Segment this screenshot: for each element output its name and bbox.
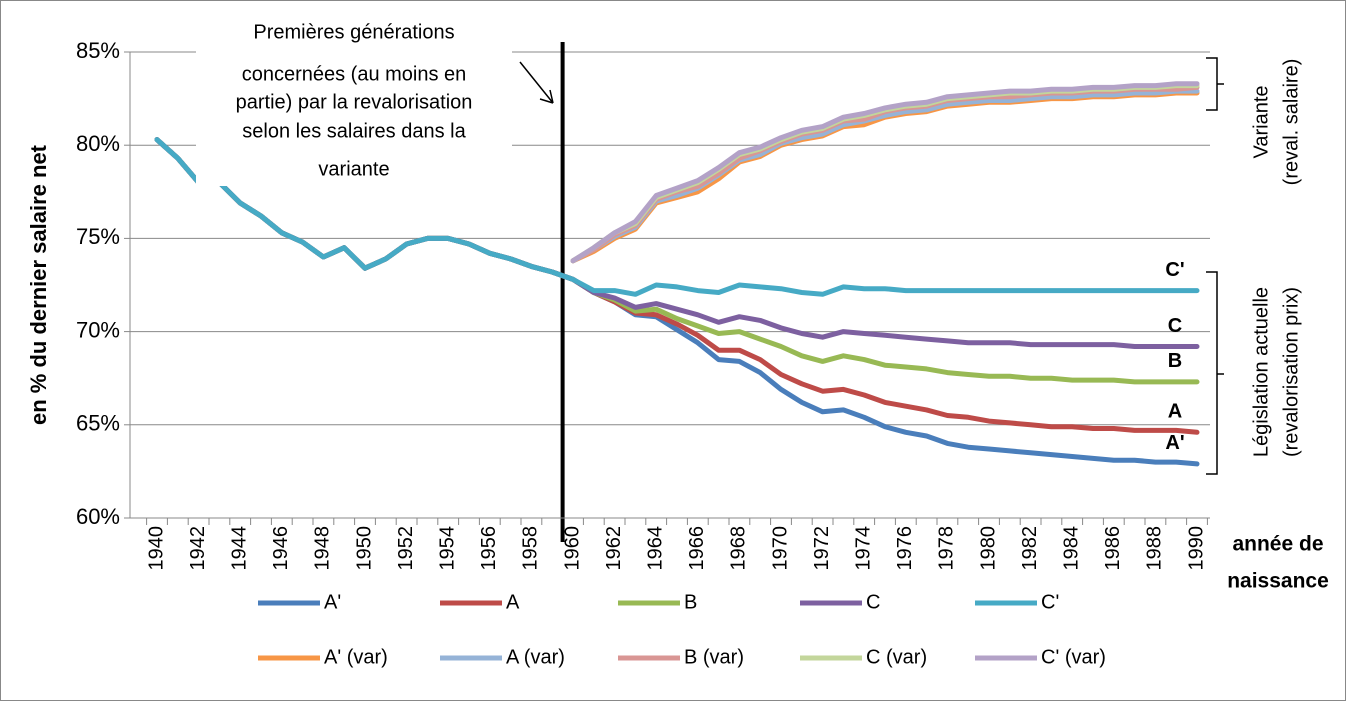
series-line — [154, 137, 1200, 297]
end-label: C' — [1165, 259, 1184, 281]
x-tick-label: 1960 — [561, 526, 583, 571]
bracket-label: Législation actuelle — [1250, 287, 1272, 457]
y-tick-label: 70% — [76, 317, 120, 342]
y-tick-label: 85% — [76, 38, 120, 63]
x-tick-label: 1962 — [603, 526, 625, 571]
x-axis-label: année de — [1232, 533, 1323, 556]
x-tick-label: 1990 — [1185, 526, 1207, 571]
bracket-label: (revalorisation prix) — [1280, 287, 1302, 457]
x-tick-label: 1980 — [977, 526, 999, 571]
bracket-label: (reval. salaire) — [1280, 59, 1302, 186]
series-line — [570, 81, 1200, 264]
legend-label: C' — [1041, 591, 1059, 613]
x-tick-label: 1986 — [1102, 526, 1124, 571]
x-tick-label: 1984 — [1060, 526, 1082, 571]
annotation-text: Premières générations — [253, 21, 454, 43]
x-tick-label: 1964 — [644, 526, 666, 571]
legend-label: A' — [324, 591, 341, 613]
annotation-arrow — [519, 61, 554, 104]
x-tick-label: 1942 — [187, 526, 209, 571]
x-tick-label: 1946 — [270, 526, 292, 571]
x-tick-label: 1948 — [312, 526, 334, 571]
y-tick-label: 60% — [76, 504, 120, 529]
x-tick-label: 1972 — [811, 526, 833, 571]
end-label: A — [1168, 401, 1182, 423]
legend-label: C (var) — [866, 646, 927, 668]
end-label: C — [1168, 315, 1182, 337]
x-tick-label: 1982 — [1019, 526, 1041, 571]
x-tick-label: 1970 — [769, 526, 791, 571]
annotation-text: partie) par la revalorisation — [236, 91, 473, 113]
x-tick-label: 1968 — [728, 526, 750, 571]
y-tick-label: 80% — [76, 131, 120, 156]
x-tick-label: 1958 — [520, 526, 542, 571]
legend-label: C' (var) — [1041, 646, 1106, 668]
y-axis-label: en % du dernier salaire net — [26, 144, 51, 425]
annotation-box — [196, 14, 512, 186]
end-label: A' — [1165, 432, 1184, 454]
x-tick-label: 1950 — [353, 526, 375, 571]
annotation-text: variante — [318, 158, 389, 180]
legend-label: C — [866, 591, 880, 613]
legend-label: B (var) — [684, 646, 744, 668]
x-tick-label: 1956 — [478, 526, 500, 571]
legend-label: A' (var) — [324, 646, 388, 668]
end-label: B — [1168, 350, 1182, 372]
bracket-label: Variante — [1250, 85, 1272, 158]
x-tick-label: 1976 — [894, 526, 916, 571]
x-tick-label: 1988 — [1144, 526, 1166, 571]
x-tick-label: 1952 — [395, 526, 417, 571]
x-tick-label: 1978 — [936, 526, 958, 571]
y-tick-label: 65% — [76, 411, 120, 436]
x-tick-label: 1974 — [852, 526, 874, 571]
x-axis-label: naissance — [1227, 570, 1329, 593]
bracket — [1206, 271, 1224, 475]
legend-label: A — [506, 591, 520, 613]
legend-label: A (var) — [506, 646, 565, 668]
annotation-text: selon les salaires dans la — [242, 120, 466, 142]
series-line — [570, 88, 1200, 264]
x-tick-label: 1954 — [436, 526, 458, 571]
x-tick-label: 1966 — [686, 526, 708, 571]
x-tick-label: 1944 — [228, 526, 250, 571]
bracket — [1206, 57, 1224, 111]
y-tick-label: 75% — [76, 224, 120, 249]
x-tick-label: 1940 — [145, 526, 167, 571]
annotation-text: concernées (au moins en — [242, 63, 467, 85]
legend-label: B — [684, 591, 697, 613]
